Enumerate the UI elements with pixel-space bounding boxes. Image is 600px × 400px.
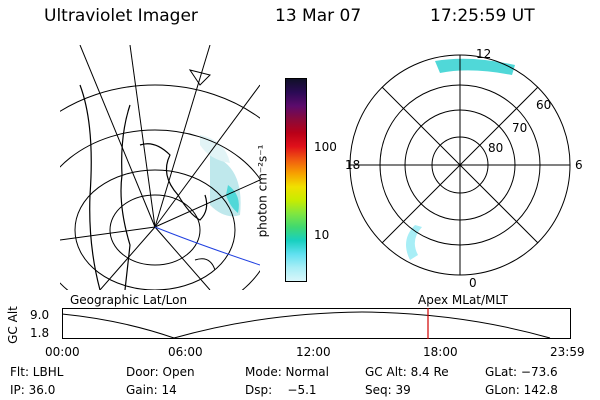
glat-status: GLat: −73.6 bbox=[485, 365, 558, 379]
mlt-caption: Apex MLat/MLT bbox=[418, 293, 508, 307]
time-tick-1200: 12:00 bbox=[296, 345, 331, 359]
time-tick-0000: 00:00 bbox=[45, 345, 80, 359]
ip-status: IP: 36.0 bbox=[10, 383, 56, 397]
colorbar-tick-100: 100 bbox=[314, 140, 337, 154]
geographic-caption: Geographic Lat/Lon bbox=[70, 293, 188, 307]
color-scale-bar bbox=[285, 78, 307, 282]
gain-status: Gain: 14 bbox=[126, 383, 177, 397]
altitude-tick-high: 9.0 bbox=[30, 308, 50, 322]
colorbar-tick-10: 10 bbox=[314, 228, 330, 242]
instrument-title: Ultraviolet Imager bbox=[44, 6, 198, 26]
altitude-axis-label: GC Alt bbox=[5, 306, 20, 344]
mlt-label-right: 6 bbox=[575, 158, 583, 172]
time-tick-2359: 23:59 bbox=[550, 345, 585, 359]
altitude-timeline-plot bbox=[62, 308, 571, 339]
dsp-status: Dsp: −5.1 bbox=[245, 383, 317, 397]
glon-status: GLon: 142.8 bbox=[485, 383, 558, 397]
mlt-label-top: 12 bbox=[476, 47, 492, 61]
seq-status: Seq: 39 bbox=[365, 383, 411, 397]
altitude-tick-low: 1.8 bbox=[30, 326, 50, 340]
date-label: 13 Mar 07 bbox=[275, 6, 362, 26]
colorbar-unit-label: photon cm⁻²s⁻¹ bbox=[255, 144, 270, 238]
mlt-label-left: 18 bbox=[345, 158, 361, 172]
mode-status: Mode: Normal bbox=[245, 365, 329, 379]
door-status: Door: Open bbox=[126, 365, 195, 379]
time-tick-0600: 06:00 bbox=[168, 345, 203, 359]
lat-label-80: 80 bbox=[488, 141, 504, 155]
time-tick-1800: 18:00 bbox=[423, 345, 458, 359]
time-label: 17:25:59 UT bbox=[430, 6, 535, 26]
filter-status: Flt: LBHL bbox=[10, 365, 64, 379]
lat-label-60: 60 bbox=[536, 98, 552, 112]
mlat-mlt-polar-map bbox=[349, 54, 571, 276]
geographic-map bbox=[60, 45, 260, 290]
gc-alt-status: GC Alt: 8.4 Re bbox=[365, 365, 449, 379]
mlt-label-bottom: 0 bbox=[469, 276, 477, 290]
lat-label-70: 70 bbox=[512, 121, 528, 135]
